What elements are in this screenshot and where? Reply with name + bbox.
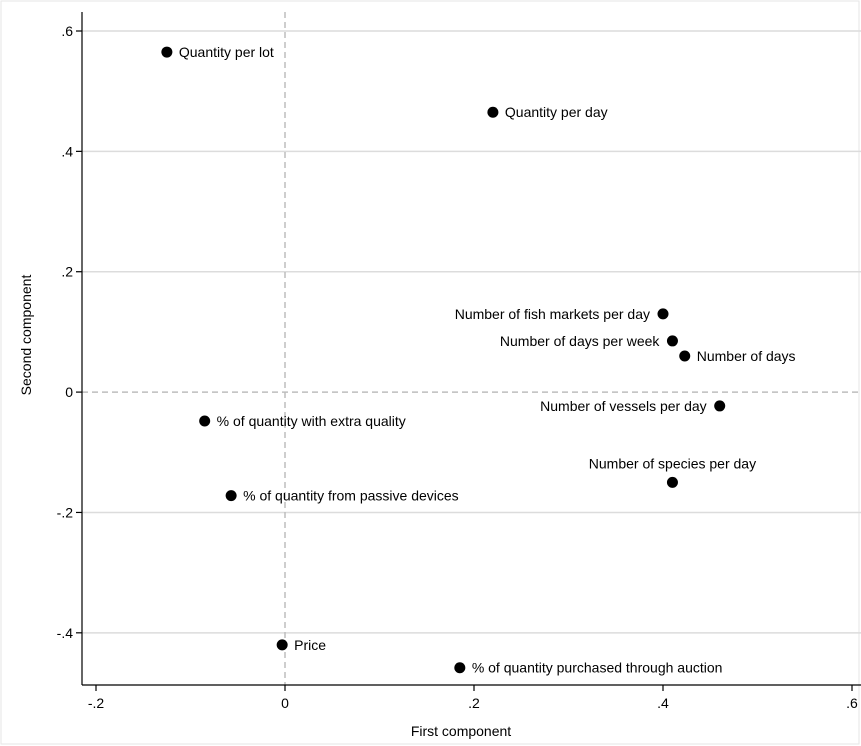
x-tick-label: .2 [468, 695, 480, 711]
scatter-point [199, 415, 211, 427]
scatter-point [276, 639, 288, 651]
x-tick-label: 0 [281, 695, 289, 711]
point-labels-layer: Quantity per lot Quantity per day Number o… [179, 44, 796, 676]
y-tick-label: 0 [65, 384, 73, 400]
y-tick-label: -.2 [57, 504, 74, 520]
point-label: % of quantity purchased through auction [472, 660, 723, 676]
scatter-point [666, 335, 678, 347]
y-axis-title: Second component [18, 275, 34, 396]
scatter-point [714, 400, 726, 412]
point-label: Number of days per week [500, 333, 661, 349]
point-label: % of quantity with extra quality [217, 413, 406, 429]
point-label: Number of fish markets per day [455, 306, 650, 322]
scatter-point [161, 46, 173, 58]
point-label: Number of species per day [589, 455, 756, 471]
scatter-point [657, 308, 669, 320]
x-tick-label: .4 [657, 695, 669, 711]
x-tick-label: .6 [846, 695, 858, 711]
axes: -.4 -.2 0 .2 .4 .6 -.2 0 .2 .4 .6 [57, 12, 861, 711]
scatter-point [679, 350, 691, 362]
point-label: % of quantity from passive devices [243, 488, 459, 504]
y-tick-label: -.4 [57, 625, 74, 641]
point-label: Number of vessels per day [540, 398, 707, 414]
scatter-point [666, 476, 678, 488]
y-tick-label: .2 [61, 264, 73, 280]
y-tick-label: .4 [61, 143, 73, 159]
points-layer [161, 46, 726, 674]
scatter-point [454, 662, 466, 674]
x-tick-label: -.2 [88, 695, 105, 711]
scatter-point [225, 490, 237, 502]
y-tick-label: .6 [61, 23, 73, 39]
scatter-point [487, 106, 499, 118]
point-label: Quantity per lot [179, 44, 274, 60]
x-axis-title: First component [411, 723, 511, 739]
point-label: Number of days [697, 348, 796, 364]
reference-lines [82, 12, 861, 685]
point-label: Quantity per day [505, 104, 608, 120]
point-label: Price [294, 637, 326, 653]
